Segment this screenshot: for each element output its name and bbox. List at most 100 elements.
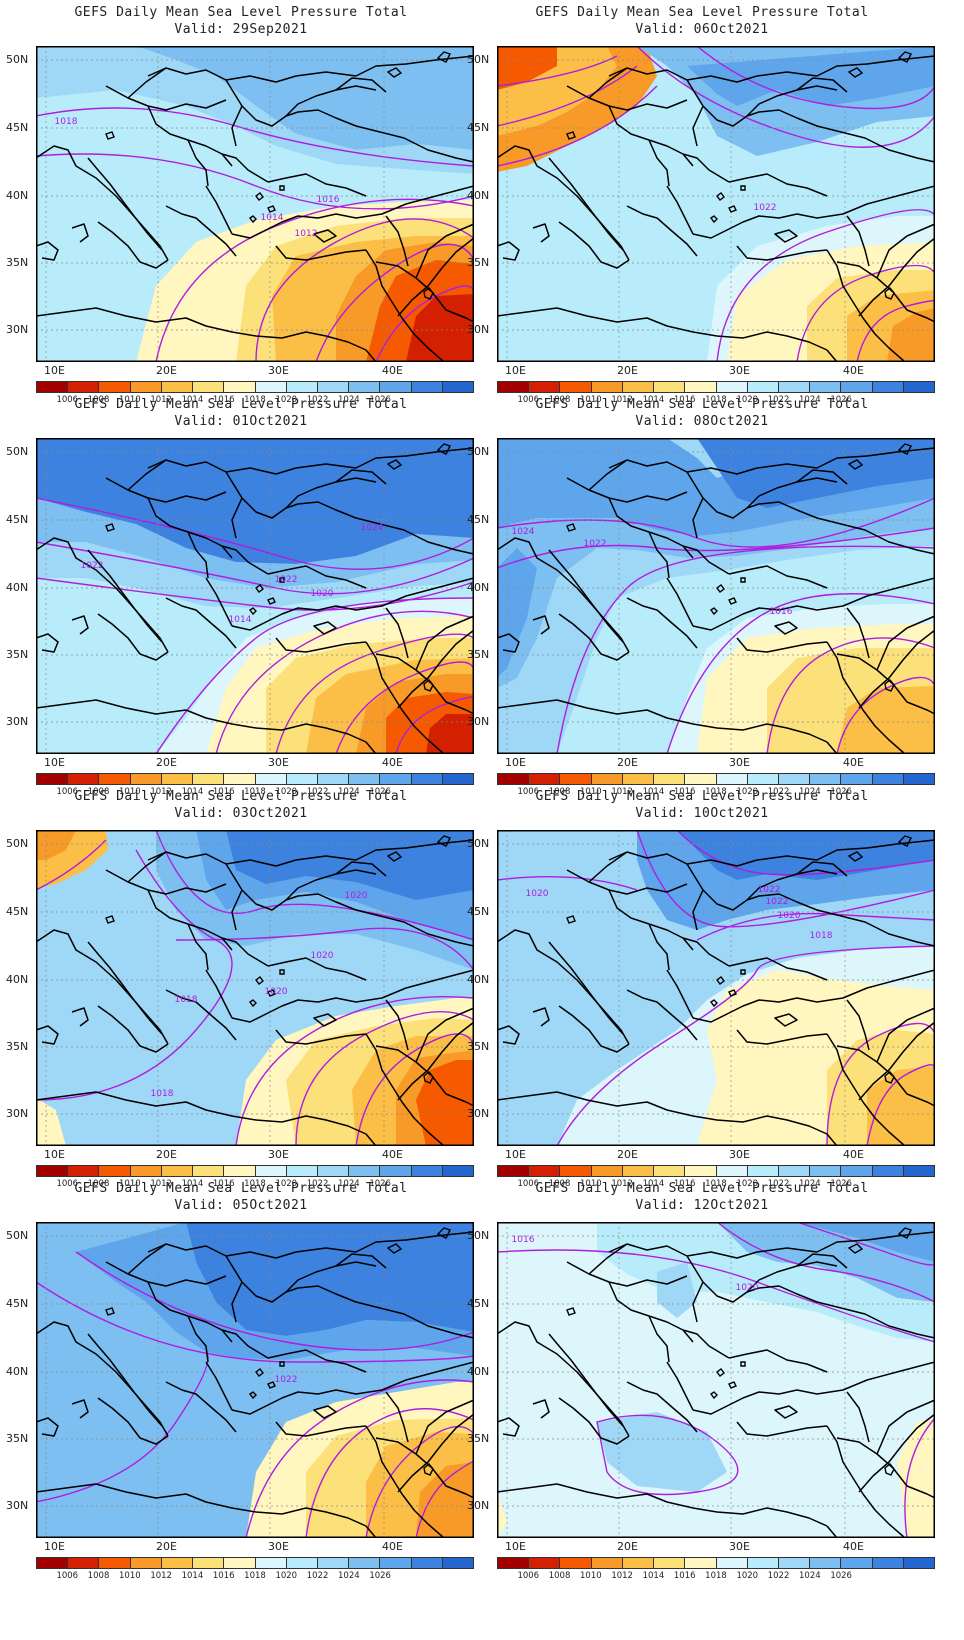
colorbar-level-label: 1006 [56,787,79,797]
coastline-border [36,1417,59,1437]
map-frame [36,46,474,362]
panel-title: GEFS Daily Mean Sea Level Pressure Total [74,789,408,804]
colorbar-level-label: 1022 [306,395,329,405]
coastline-border [702,497,935,555]
island-outline [436,443,451,455]
colorbar-swatch [380,1558,412,1568]
colorbar-level-label: 1020 [736,787,759,797]
colorbar-level-label: 1022 [767,1179,790,1189]
isobar-label: 1022 [758,885,781,895]
coastline-border [497,307,828,351]
coastline-border [365,741,377,754]
coastline-border [846,1391,870,1443]
map-frame [497,830,935,1146]
coastline-border [558,1005,630,1053]
isobar-label: 1022 [584,539,607,549]
coastline-border [566,85,694,167]
pressure-map: 1024 1022 1016 [497,438,935,754]
coastline-border [97,221,169,269]
colorbar-swatch [903,382,935,392]
map-frame [36,1222,474,1538]
colorbar-level-label: 1012 [150,1179,172,1189]
coastline-border [826,741,838,754]
island-outline [897,835,912,847]
coastline-border [275,245,367,261]
colorbar-swatch [130,382,162,392]
colorbar-swatch [286,1166,318,1176]
panel-title: GEFS Daily Mean Sea Level Pressure Total [535,789,869,804]
coastline-border [876,223,935,279]
coastline-border [71,615,89,635]
coastline-border [241,889,474,947]
coastline-border [225,1247,357,1259]
coastline-border [355,1231,474,1253]
coastline-border [267,1349,367,1373]
coastline-border [87,1333,163,1427]
latitude-label: 45N [6,513,29,526]
longitude-label: 40E [843,1540,864,1553]
coastline-border [231,577,474,631]
latitude-label: 35N [467,256,490,269]
colorbar-swatch [99,1558,131,1568]
coastline-border [532,223,550,243]
island-outline [248,215,257,224]
longitude-label: 20E [617,756,638,769]
colorbar-level-label: 1016 [212,395,235,405]
coastline-border [728,957,828,981]
coastline-border [858,629,935,709]
longitude-label: 40E [843,756,864,769]
island-outline [279,185,285,191]
colorbar-level-label: 1026 [830,787,852,797]
island-outline [566,1307,576,1316]
longitude-label: 10E [44,756,65,769]
coastline-border [626,989,698,1041]
island-outline [423,679,434,692]
colorbar-level-label: 1024 [799,1179,821,1189]
longitude-label: 40E [843,1148,864,1161]
colorbar-swatch [442,1166,474,1176]
pressure-region [36,830,76,860]
pressure-region [497,548,537,678]
coastline-border [267,565,367,589]
isobar-line [497,875,638,891]
coastline-border [165,1381,237,1433]
colorbar-level-label: 1014 [642,1179,665,1189]
colorbar-swatch [560,774,592,784]
colorbar-level-label: 1008 [87,787,110,797]
isobar-line [395,696,474,754]
isobar-line [36,541,474,595]
colorbar-swatch [99,1166,131,1176]
island-outline [105,915,115,924]
colorbar-swatch [622,382,655,392]
longitude-label: 30E [268,756,289,769]
colorbar-swatch [591,382,623,392]
coastline-border [566,869,694,951]
panel-valid-date: Valid: 01Oct2021 [174,414,308,429]
coastline-border [285,477,377,509]
colorbar-level-label: 1026 [369,1571,391,1581]
colorbar-swatch [37,382,69,392]
map-frame [497,438,935,754]
coastline-border [588,67,628,99]
isobar-label: 1016 [770,607,793,617]
colorbar-level-label: 1008 [87,1571,110,1581]
latitude-label: 40N [467,189,490,202]
coastline-border [231,185,474,239]
coastline-border [846,607,870,659]
coastline-border [588,459,628,491]
colorbar-swatch [161,1558,194,1568]
coastline-border [415,223,474,279]
coastline-border [313,1405,337,1419]
isobar-line [866,1064,935,1146]
colorbar-level-label: 1026 [830,1571,852,1581]
coastline-border [682,937,730,967]
island-outline [884,1463,895,1476]
map-panel: GEFS Daily Mean Sea Level Pressure Total… [461,0,943,410]
isobar-line [215,610,474,754]
coastline-border [774,1013,798,1027]
isobar-line [305,1408,474,1538]
isobar-label: 1020 [526,889,549,899]
coastline-border [608,1275,688,1287]
coastline-border [846,999,870,1051]
coastline-border [231,969,474,1023]
